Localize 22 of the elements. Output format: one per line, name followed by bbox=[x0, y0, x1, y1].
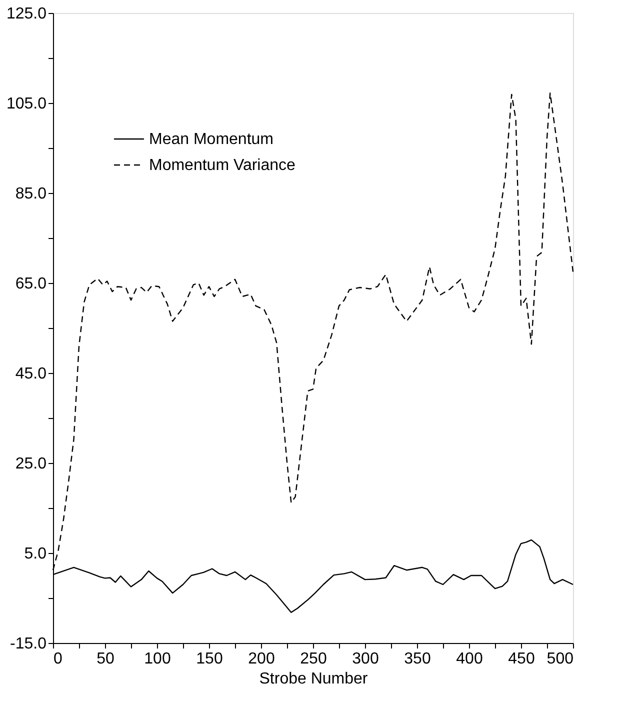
y-tick-label: 25.0 bbox=[15, 456, 47, 472]
y-tick-label: 105.0 bbox=[6, 96, 47, 112]
y-tick-label: 125.0 bbox=[6, 6, 47, 22]
legend-label: Momentum Variance bbox=[149, 157, 296, 174]
y-tick-label: -15.0 bbox=[10, 636, 47, 652]
x-tick-label: 200 bbox=[248, 650, 275, 668]
y-tick-label: 65.0 bbox=[15, 276, 47, 292]
x-tick-label: 150 bbox=[196, 650, 223, 668]
x-tick-label: 250 bbox=[300, 650, 327, 668]
x-tick-label: 300 bbox=[352, 650, 379, 668]
x-tick-label: 450 bbox=[508, 650, 535, 668]
x-tick-label: 350 bbox=[404, 650, 431, 668]
x-tick-label: 500 bbox=[546, 650, 574, 668]
y-tick-label: 45.0 bbox=[15, 366, 47, 382]
x-tick-label: 50 bbox=[96, 650, 114, 668]
x-tick-label: 400 bbox=[456, 650, 483, 668]
y-tick-label: 85.0 bbox=[15, 186, 47, 202]
y-tick-label: 5.0 bbox=[24, 546, 47, 562]
x-tick-label: 0 bbox=[54, 650, 62, 668]
legend-label: Mean Momentum bbox=[149, 131, 274, 148]
x-tick-label: 100 bbox=[144, 650, 171, 668]
x-axis-title: Strobe Number bbox=[259, 670, 368, 688]
